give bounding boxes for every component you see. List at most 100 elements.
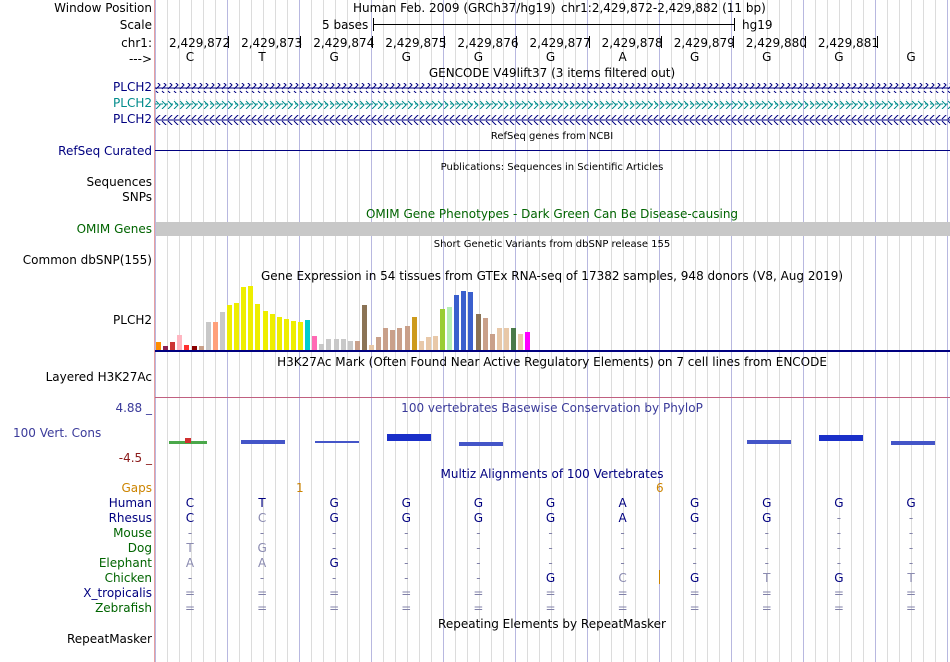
gtex-tissue-bar[interactable] — [397, 328, 403, 350]
gtex-tissue-bar[interactable] — [312, 336, 318, 350]
species-label[interactable]: Chicken — [104, 571, 152, 585]
grid-line — [203, 0, 204, 662]
gtex-tissue-bar[interactable] — [376, 337, 382, 350]
gtex-tissue-bar[interactable] — [241, 287, 247, 350]
gtex-tissue-bar[interactable] — [440, 309, 445, 350]
position-readout[interactable]: chr1:2,429,872-2,429,882 (11 bp) — [561, 1, 766, 15]
species-label[interactable]: Rhesus — [108, 511, 152, 525]
grid-line — [371, 0, 372, 662]
gtex-tissue-bar[interactable] — [347, 341, 353, 350]
gtex-tissue-bar[interactable] — [390, 330, 396, 350]
grid-line — [179, 0, 180, 662]
gtex-tissue-bar[interactable] — [425, 337, 431, 350]
gtex-tissue-bar[interactable] — [404, 326, 410, 350]
gtex-tissue-bar[interactable] — [454, 295, 460, 350]
species-label[interactable]: Zebrafish — [95, 601, 152, 615]
grid-line — [335, 0, 336, 662]
species-label[interactable]: X_tropicalis — [83, 586, 152, 600]
gtex-tissue-bar[interactable] — [198, 346, 204, 350]
grid-line — [899, 0, 900, 662]
gtex-tissue-bar[interactable] — [269, 314, 275, 350]
base-grid — [155, 0, 950, 662]
species-label[interactable]: Mouse — [113, 526, 152, 540]
gencode-transcripts[interactable] — [155, 80, 950, 128]
layered-h3k27ac-label[interactable]: Layered H3K27Ac — [45, 370, 152, 384]
phylop-logo[interactable] — [155, 428, 950, 450]
grid-line — [683, 0, 684, 662]
gtex-tissue-bar[interactable] — [305, 320, 311, 350]
gtex-tissue-bar[interactable] — [411, 317, 417, 350]
gtex-tissue-bar[interactable] — [290, 321, 296, 350]
gtex-tissue-bar[interactable] — [326, 339, 332, 350]
gtex-tissue-bar[interactable] — [333, 339, 339, 350]
species-label[interactable]: Dog — [127, 541, 152, 555]
gtex-tissue-bar[interactable] — [205, 322, 211, 350]
gtex-tissue-bar[interactable] — [276, 317, 282, 350]
gtex-tissue-bar[interactable] — [361, 305, 367, 350]
gtex-tissue-bar[interactable] — [163, 346, 169, 350]
gtex-tissue-bar[interactable] — [227, 305, 232, 350]
gtex-tissue-bar[interactable] — [503, 328, 509, 350]
alignment-base: = — [545, 586, 556, 600]
gap-count-2: 6 — [656, 481, 664, 495]
gtex-tissue-bar[interactable] — [369, 345, 374, 350]
gtex-tissue-bar[interactable] — [383, 328, 389, 350]
gtex-gene-label[interactable]: PLCH2 — [113, 313, 152, 327]
gtex-tissue-bar[interactable] — [248, 286, 254, 350]
gtex-tissue-bar[interactable] — [156, 342, 161, 350]
alignment-base: G — [834, 496, 844, 510]
gtex-tissue-bar[interactable] — [262, 311, 268, 350]
gtex-tissue-bar[interactable] — [468, 292, 474, 350]
gtex-tissue-bar[interactable] — [219, 312, 225, 350]
gtex-tissue-bar[interactable] — [170, 342, 176, 350]
gtex-tissue-bar[interactable] — [234, 303, 240, 350]
gtex-tissue-bar[interactable] — [212, 322, 218, 350]
gtex-tissue-bar[interactable] — [482, 318, 488, 350]
gtex-tissue-bar[interactable] — [184, 345, 190, 350]
alignment-base: G — [545, 571, 556, 585]
sequences-label[interactable]: Sequences — [86, 175, 152, 189]
alignment-base: = — [329, 601, 340, 615]
gtex-tissue-bar[interactable] — [255, 304, 261, 350]
alignment-base: G — [690, 571, 700, 585]
grid-line — [755, 0, 756, 662]
gtex-expression-bars[interactable] — [155, 284, 535, 350]
snps-label[interactable]: SNPs — [122, 190, 152, 204]
gtex-tissue-bar[interactable] — [177, 335, 183, 350]
alignment-base: = — [184, 601, 196, 615]
gtex-tissue-bar[interactable] — [461, 291, 467, 350]
omim-track-label[interactable]: OMIM Genes — [76, 222, 152, 236]
gtex-tissue-bar[interactable] — [340, 339, 346, 350]
gencode-track-title: GENCODE V49lift37 (3 items filtered out) — [428, 66, 676, 80]
refseq-track-label[interactable]: RefSeq Curated — [58, 144, 152, 158]
gencode-item-label-3[interactable]: PLCH2 — [113, 112, 152, 126]
gtex-tissue-bar[interactable] — [319, 344, 325, 350]
species-label[interactable]: Human — [108, 496, 152, 510]
coordinate-tick-mark — [876, 36, 878, 48]
gtex-tissue-bar[interactable] — [354, 341, 360, 350]
species-label[interactable]: Elephant — [98, 556, 152, 570]
repeatmasker-track-title: Repeating Elements by RepeatMasker — [438, 617, 666, 631]
gtex-tissue-bar[interactable] — [518, 334, 524, 350]
gtex-tissue-bar[interactable] — [283, 319, 289, 350]
refseq-gene-line[interactable] — [155, 150, 950, 151]
grid-line — [743, 0, 744, 662]
omim-phenotype-bar[interactable] — [156, 222, 950, 236]
grid-line — [827, 0, 828, 662]
gtex-tissue-bar[interactable] — [511, 328, 516, 350]
gtex-tissue-bar[interactable] — [432, 336, 438, 350]
gtex-tissue-bar[interactable] — [447, 307, 453, 350]
common-dbsnp-label[interactable]: Common dbSNP(155) — [22, 253, 152, 267]
gtex-tissue-bar[interactable] — [475, 314, 481, 350]
repeatmasker-label[interactable]: RepeatMasker — [66, 632, 152, 646]
gencode-item-label-1[interactable]: PLCH2 — [113, 80, 152, 94]
gtex-tissue-bar[interactable] — [525, 332, 531, 350]
gtex-tissue-bar[interactable] — [191, 346, 197, 350]
gaps-label[interactable]: Gaps — [121, 481, 152, 495]
gtex-tissue-bar[interactable] — [489, 334, 495, 350]
gtex-tissue-bar[interactable] — [298, 322, 303, 350]
cons-track-label[interactable]: 100 Vert. Cons — [13, 426, 102, 440]
gencode-item-label-2[interactable]: PLCH2 — [113, 96, 152, 110]
gtex-tissue-bar[interactable] — [418, 341, 424, 350]
gtex-tissue-bar[interactable] — [496, 328, 502, 350]
